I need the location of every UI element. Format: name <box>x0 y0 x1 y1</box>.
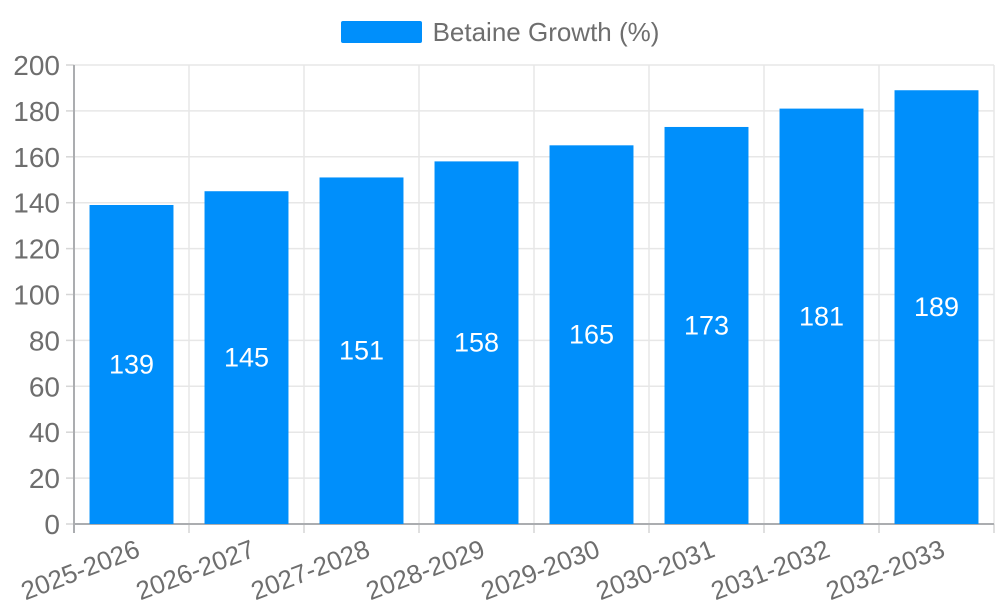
y-tick-label: 120 <box>13 234 60 265</box>
x-tick-label: 2027-2028 <box>247 534 374 600</box>
x-tick-label: 2029-2030 <box>477 534 604 600</box>
legend-label: Betaine Growth (%) <box>432 17 660 47</box>
y-tick-label: 60 <box>29 371 60 402</box>
legend-swatch <box>340 21 422 43</box>
y-tick-label: 200 <box>13 50 60 81</box>
y-tick-label: 160 <box>13 142 60 173</box>
legend: Betaine Growth (%) <box>0 18 1000 46</box>
bar-value-label: 158 <box>454 328 499 358</box>
bar-value-label: 145 <box>224 343 269 373</box>
bar-value-label: 173 <box>684 310 729 340</box>
bar-value-label: 151 <box>339 336 384 366</box>
bar-value-label: 181 <box>799 301 844 331</box>
bar[interactable] <box>319 177 404 524</box>
bar-value-label: 139 <box>109 349 154 379</box>
bar[interactable] <box>664 126 749 524</box>
y-tick-label: 100 <box>13 280 60 311</box>
y-tick-label: 0 <box>44 509 60 540</box>
x-tick-label: 2031-2032 <box>707 534 834 600</box>
bar[interactable] <box>549 145 634 524</box>
x-tick-label: 2028-2029 <box>362 534 489 600</box>
bar[interactable] <box>204 191 289 524</box>
y-tick-label: 140 <box>13 188 60 219</box>
y-tick-label: 20 <box>29 463 60 494</box>
legend-item[interactable]: Betaine Growth (%) <box>340 17 660 47</box>
x-tick-label: 2026-2027 <box>132 534 259 600</box>
bar[interactable] <box>89 204 174 524</box>
bar-value-label: 189 <box>914 292 959 322</box>
bar[interactable] <box>434 161 519 524</box>
x-tick-label: 2032-2033 <box>822 534 949 600</box>
y-tick-label: 40 <box>29 417 60 448</box>
x-tick-label: 2030-2031 <box>592 534 719 600</box>
x-tick-label: 2025-2026 <box>17 534 144 600</box>
bar[interactable] <box>894 90 979 525</box>
y-tick-label: 80 <box>29 325 60 356</box>
y-tick-label: 180 <box>13 96 60 127</box>
bar[interactable] <box>779 108 864 524</box>
bar-value-label: 165 <box>569 320 614 350</box>
